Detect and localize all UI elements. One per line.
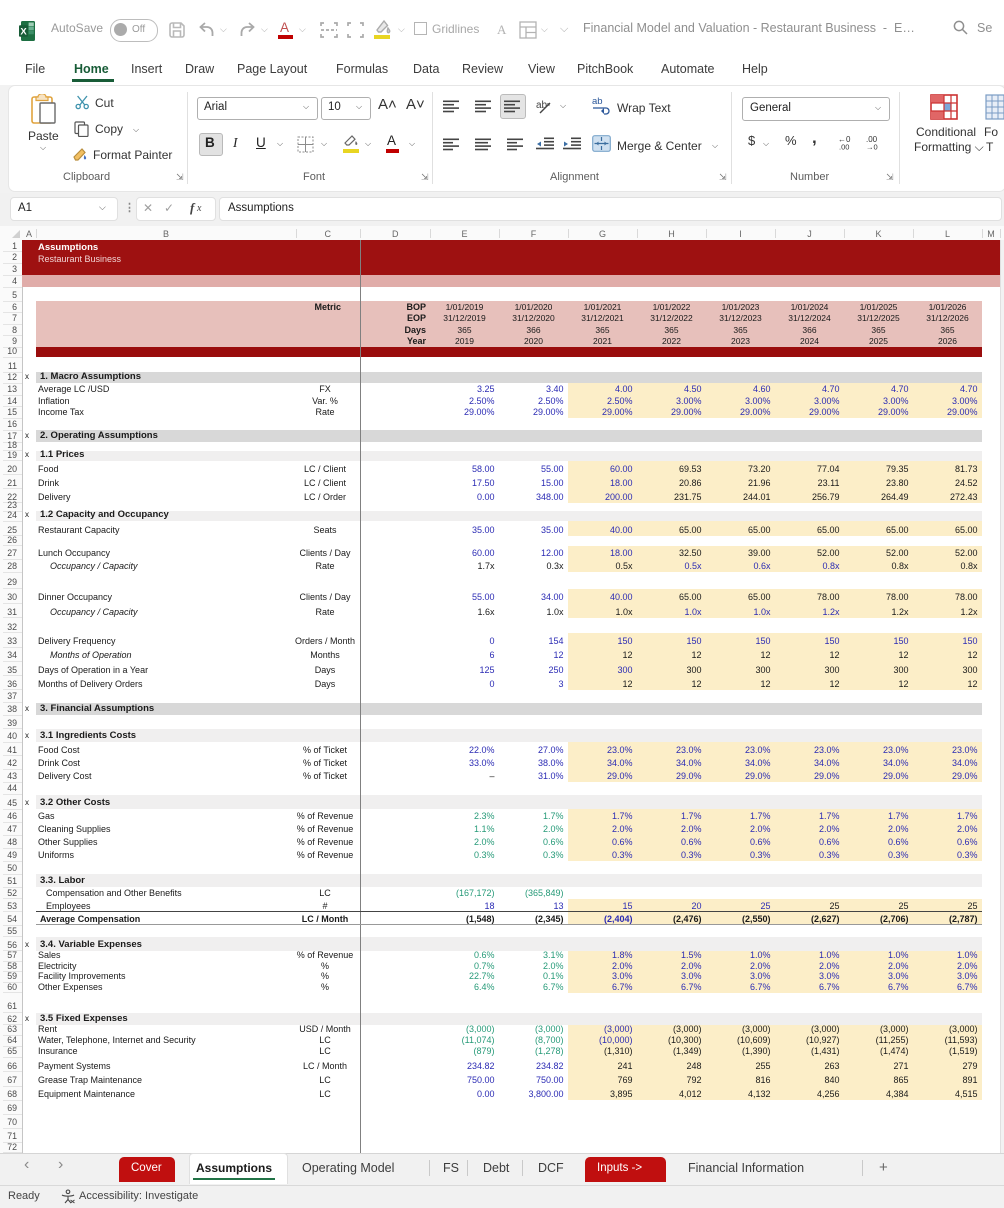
svg-text:X: X [20,26,27,37]
svg-text:ab: ab [536,100,548,111]
svg-text:.00: .00 [866,135,878,144]
svg-text:ab: ab [592,96,603,107]
svg-text:.00: .00 [839,143,849,151]
svg-text:←0: ←0 [838,135,851,144]
svg-text:→0: →0 [866,143,878,151]
